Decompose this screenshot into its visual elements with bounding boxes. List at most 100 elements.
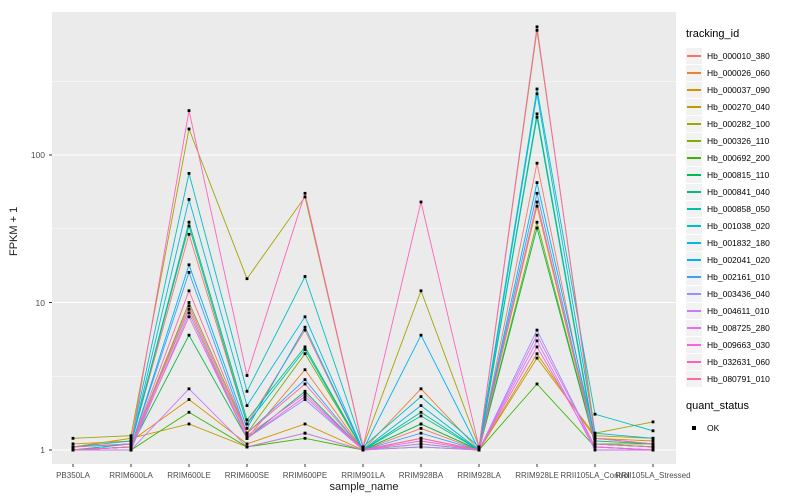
data-point — [187, 304, 191, 308]
data-point — [187, 422, 191, 426]
legend-item: Hb_000815_110 — [686, 166, 798, 183]
legend-item-label: Hb_000282_100 — [707, 118, 770, 129]
data-point — [535, 345, 539, 349]
y-axis-title: FPKM + 1 — [8, 207, 20, 256]
data-point — [419, 436, 423, 440]
legend-key-line — [687, 207, 701, 210]
x-tick-label: RRIM600SE — [224, 471, 270, 480]
legend-key-line — [687, 139, 701, 142]
data-point — [419, 439, 423, 443]
data-point — [71, 442, 75, 446]
quant-status-label: OK — [707, 422, 720, 433]
y-tick-label: 1 — [40, 445, 45, 455]
data-point — [535, 328, 539, 332]
legend-key-swatch — [686, 64, 702, 81]
legend-title-tracking-id: tracking_id — [686, 28, 740, 40]
data-point — [187, 263, 191, 267]
legend-item-label: Hb_000026_060 — [707, 67, 770, 78]
legend-item-label: Hb_009663_030 — [707, 339, 770, 350]
legend-key-line — [687, 173, 701, 176]
data-point — [129, 436, 133, 440]
data-point — [419, 395, 423, 398]
x-tick-label: PB350LA — [56, 471, 90, 480]
legend-item: Hb_000026_060 — [686, 64, 798, 81]
data-point — [361, 448, 365, 452]
data-point — [535, 333, 539, 337]
data-point — [303, 382, 307, 386]
data-point — [535, 112, 539, 116]
legend-key-line — [687, 377, 701, 380]
data-point — [535, 28, 539, 32]
x-tick-label: RRIM928LE — [515, 471, 559, 480]
data-point — [187, 311, 191, 315]
data-point — [535, 382, 539, 386]
data-point — [593, 448, 597, 452]
y-tick-label: 100 — [30, 150, 45, 160]
legend-item-label: Hb_000270_040 — [707, 101, 770, 112]
legend-item-label: Hb_002161_010 — [707, 271, 770, 282]
legend-item: Hb_004611_010 — [686, 302, 798, 319]
data-point — [303, 352, 307, 356]
data-point — [129, 448, 133, 452]
x-tick-label: RRIM928LA — [457, 471, 501, 480]
data-point — [245, 434, 249, 438]
legend-item: Hb_001038_020 — [686, 217, 798, 234]
data-point — [419, 422, 423, 426]
data-point — [187, 387, 191, 391]
legend-key-swatch — [686, 234, 702, 251]
quant-status-item: OK — [686, 419, 798, 436]
data-point — [651, 436, 655, 440]
data-point — [535, 161, 539, 165]
legend-key-line — [687, 190, 701, 193]
legend-item-label: Hb_001832_180 — [707, 237, 770, 248]
data-point — [245, 422, 249, 426]
data-point — [593, 439, 597, 443]
legend-key-line — [687, 54, 701, 57]
quant-status-key — [686, 420, 702, 436]
legend-key-swatch — [686, 166, 702, 183]
data-point — [593, 436, 597, 440]
data-point — [419, 387, 423, 391]
data-point — [187, 301, 191, 304]
data-point — [419, 431, 423, 435]
legend-key-line — [687, 360, 701, 363]
data-point — [187, 198, 191, 201]
data-point — [419, 404, 423, 407]
data-point — [477, 445, 481, 449]
quant-status-items: OK — [686, 419, 798, 436]
legend-item-label: Hb_000692_200 — [707, 152, 770, 163]
data-point — [187, 410, 191, 414]
data-point — [535, 356, 539, 360]
data-point — [129, 442, 133, 446]
legend-key-swatch — [686, 336, 702, 353]
data-point — [187, 289, 191, 293]
legend-key-swatch — [686, 200, 702, 217]
legend-key-swatch — [686, 302, 702, 319]
data-point — [593, 442, 597, 446]
data-point — [245, 431, 249, 435]
legend-item: Hb_000037_090 — [686, 81, 798, 98]
data-point — [303, 328, 307, 332]
data-point — [593, 431, 597, 435]
x-tick-label: RRIM928BA — [398, 471, 444, 480]
legend-item: Hb_000692_200 — [686, 149, 798, 166]
legend-item: Hb_000326_110 — [686, 132, 798, 149]
data-point — [245, 404, 249, 407]
data-point — [651, 445, 655, 449]
legend-item-label: Hb_032631_060 — [707, 356, 770, 367]
legend-key-line — [687, 88, 701, 91]
legend-key-line — [687, 105, 701, 108]
legend-item-label: Hb_008725_280 — [707, 322, 770, 333]
legend-item: Hb_001832_180 — [686, 234, 798, 251]
data-point — [71, 445, 75, 449]
x-tick-label: RRIM901LA — [341, 471, 385, 480]
data-point — [187, 109, 191, 112]
data-point — [303, 436, 307, 440]
data-point — [245, 374, 249, 377]
legend-item: Hb_000858_050 — [686, 200, 798, 217]
legend-item: Hb_002041_020 — [686, 251, 798, 268]
x-tick-label: RRIM600LA — [109, 471, 153, 480]
legend-item-label: Hb_003436_040 — [707, 288, 770, 299]
